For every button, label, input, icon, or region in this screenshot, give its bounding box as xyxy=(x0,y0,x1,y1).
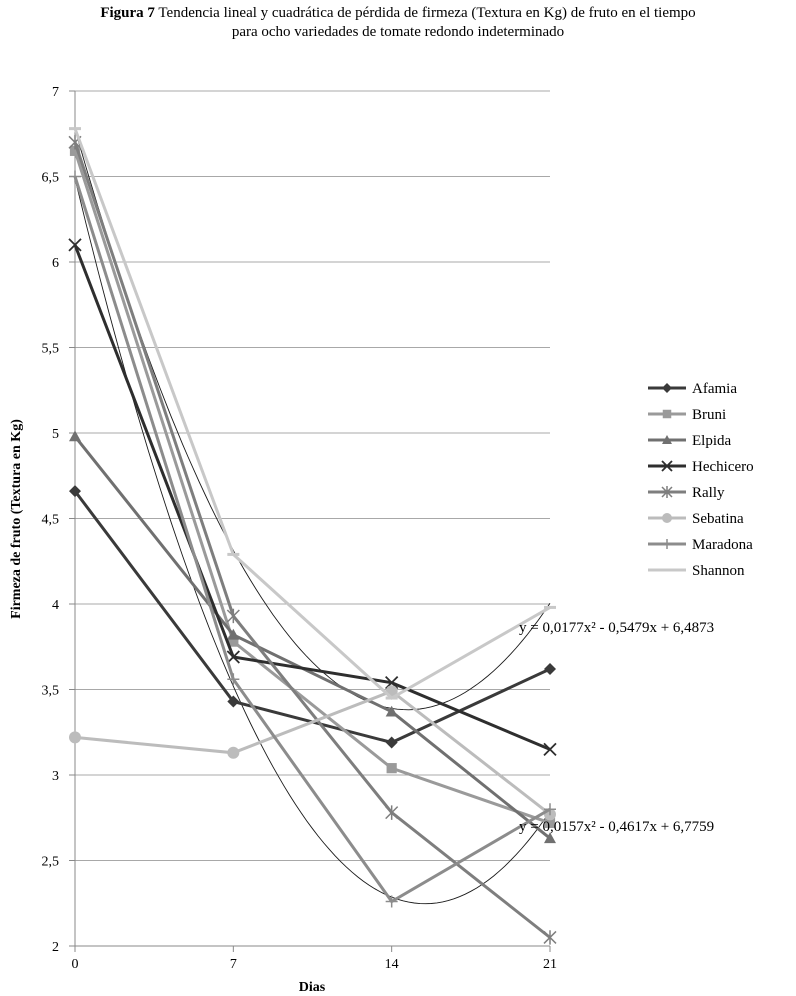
series-hechicero xyxy=(68,238,557,756)
diamond-marker xyxy=(385,736,398,749)
y-tick-label: 2 xyxy=(52,940,59,955)
legend-label: Afamia xyxy=(692,381,737,397)
figure-title-line-1: Figura 7 Tendencia lineal y cuadrática d… xyxy=(0,4,796,23)
legend-label: Maradona xyxy=(692,537,753,553)
y-tick-label: 3,5 xyxy=(42,684,60,699)
gridlines xyxy=(75,90,550,861)
series-line-elpida xyxy=(73,435,551,840)
diamond-marker xyxy=(662,383,672,393)
circle-marker xyxy=(227,746,240,759)
square-marker xyxy=(69,145,81,156)
square-marker xyxy=(544,817,556,828)
series-line-hechicero xyxy=(73,244,551,751)
x-marker xyxy=(385,676,399,690)
series-line-shannon xyxy=(73,128,551,700)
trendline-equation: y = 0,0157x² - 0,4617x + 6,7759 xyxy=(519,819,714,835)
trendline-equations: y = 0,0177x² - 0,5479x + 6,4873 y = 0,015… xyxy=(519,620,714,835)
plus-marker xyxy=(69,170,81,183)
trendline-equation: y = 0,0177x² - 0,5479x + 6,4873 xyxy=(519,620,714,636)
square-marker xyxy=(228,636,239,647)
legend-item-bruni: Bruni xyxy=(648,407,726,423)
plus-marker xyxy=(544,803,556,816)
legend-item-rally: Rally xyxy=(648,485,725,501)
star-marker xyxy=(226,608,240,624)
series-shannon xyxy=(69,127,556,700)
star-marker xyxy=(661,486,673,498)
series-maradona xyxy=(69,170,556,908)
data-series xyxy=(68,127,557,945)
legend-label: Sebatina xyxy=(692,511,744,527)
figure-title-text: Tendencia lineal y cuadrática de pérdida… xyxy=(158,5,696,21)
plus-marker xyxy=(662,539,672,549)
series-afamia xyxy=(69,485,556,749)
x-marker xyxy=(68,238,82,252)
legend-label: Elpida xyxy=(692,433,731,449)
square-marker xyxy=(386,763,397,774)
y-tick-label: 2,5 xyxy=(42,855,60,870)
x-marker xyxy=(226,650,240,664)
legend-item-afamia: Afamia xyxy=(648,381,737,397)
y-tick-label: 6 xyxy=(52,256,59,271)
x-marker xyxy=(661,460,673,472)
legend-label: Shannon xyxy=(692,563,745,579)
legend-item-shannon: Shannon xyxy=(648,563,745,579)
legend-item-maradona: Maradona xyxy=(648,537,753,553)
figure-title: Figura 7 Tendencia lineal y cuadrática d… xyxy=(0,4,796,42)
y-tick-label: 3 xyxy=(52,769,59,784)
triangle-marker xyxy=(544,832,556,844)
x-marker xyxy=(543,742,557,756)
series-line-bruni xyxy=(73,150,551,825)
legend-item-elpida: Elpida xyxy=(648,433,731,449)
trendline-curve xyxy=(74,129,551,711)
x-tick-label: 14 xyxy=(385,957,399,972)
y-axis-title: Firmeza de fruto (Textura en Kg) xyxy=(9,419,24,619)
y-tick-label: 7 xyxy=(52,85,59,100)
y-tick-label: 6,5 xyxy=(42,171,60,186)
x-axis-title: Dias xyxy=(299,980,326,995)
y-tick-label: 4 xyxy=(52,598,59,613)
series-line-maradona xyxy=(73,176,551,904)
legend: Afamia Bruni Elpida Hechicero Rally Sebatina M… xyxy=(648,381,754,579)
triangle-marker xyxy=(227,628,240,640)
y-tick-label: 5,5 xyxy=(42,342,60,357)
plus-marker xyxy=(227,673,240,686)
circle-marker xyxy=(662,513,672,523)
x-tick-label: 7 xyxy=(230,957,237,972)
series-sebatina xyxy=(69,685,556,821)
x-tick-label: 21 xyxy=(543,957,557,972)
trendline-curve xyxy=(74,178,551,905)
y-tick-label: 4,5 xyxy=(42,513,60,528)
trendlines xyxy=(74,129,551,905)
series-line-rally xyxy=(73,141,551,939)
triangle-marker xyxy=(385,705,398,717)
legend-label: Bruni xyxy=(692,407,726,423)
diamond-marker xyxy=(227,695,240,708)
legend-label: Hechicero xyxy=(692,459,754,475)
series-rally xyxy=(68,135,557,945)
figure-label: Figura 7 xyxy=(100,5,155,21)
square-marker xyxy=(662,409,672,419)
tick-labels: 2 2,5 3 3,5 4 4,5 5 5,5 6 6,5 7 0 7 14 21 xyxy=(42,85,558,972)
circle-marker xyxy=(69,731,81,744)
series-line-sebatina xyxy=(74,689,551,816)
legend-item-sebatina: Sebatina xyxy=(648,511,744,527)
x-tick-label: 0 xyxy=(72,957,79,972)
series-elpida xyxy=(69,430,556,844)
diamond-marker xyxy=(544,662,556,675)
series-bruni xyxy=(69,145,556,828)
triangle-marker xyxy=(69,430,81,442)
figure-title-line-2: para ocho variedades de tomate redondo i… xyxy=(231,24,565,40)
star-marker xyxy=(385,805,399,820)
y-tick-label: 5 xyxy=(52,427,59,442)
legend-label: Rally xyxy=(692,485,725,501)
star-marker xyxy=(543,930,557,945)
diamond-marker xyxy=(69,485,81,498)
legend-item-hechicero: Hechicero xyxy=(648,459,754,475)
triangle-marker xyxy=(662,435,672,444)
plus-marker xyxy=(385,895,398,908)
